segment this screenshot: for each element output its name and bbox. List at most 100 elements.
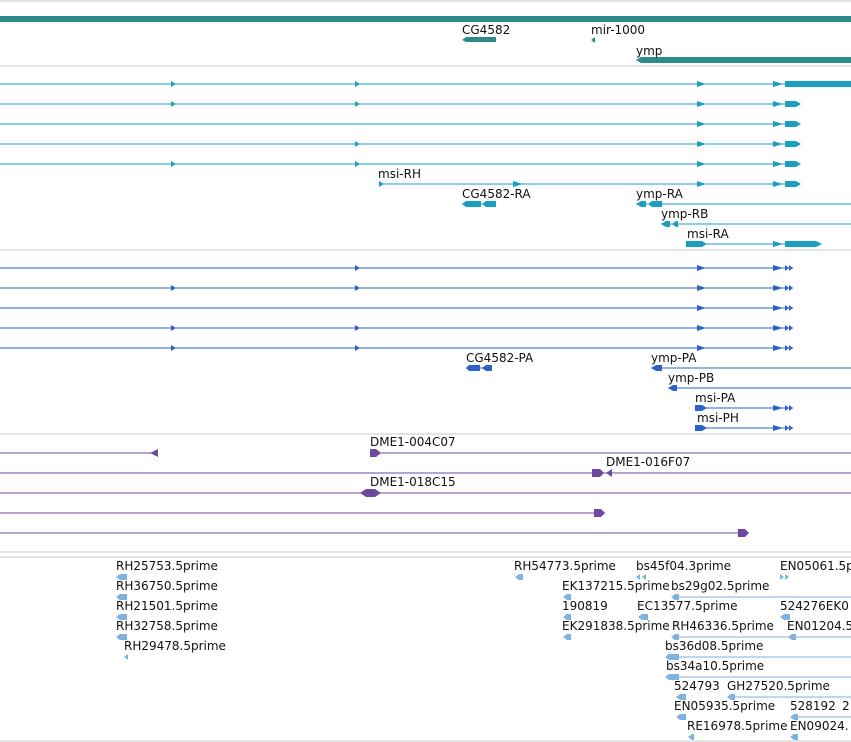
label-ek137215: EK137215.5prime: [562, 579, 670, 593]
est-bs45f04[interactable]: [636, 574, 646, 580]
protein-msi-ph[interactable]: [695, 425, 793, 431]
est-rh29478[interactable]: [124, 654, 128, 660]
clone-track: [0, 449, 851, 558]
gene-msi-bar[interactable]: [0, 16, 851, 22]
protein-track: [0, 265, 851, 435]
label-528192: 528192: [790, 699, 836, 713]
est-gh27520[interactable]: [727, 694, 851, 700]
est-en05061[interactable]: [780, 574, 789, 580]
est-524276[interactable]: [780, 614, 790, 620]
label-msi-pa: msi-PA: [695, 391, 736, 405]
gene-track: [0, 0, 851, 67]
label-msi-ph: msi-PH: [697, 411, 739, 425]
transcript-msi-rh[interactable]: [379, 181, 801, 187]
clone-dme1-004c07[interactable]: [370, 449, 851, 457]
protein-row[interactable]: [0, 305, 793, 311]
transcript-track: [0, 81, 851, 251]
label-en05061: EN05061.5p: [780, 559, 851, 573]
transcript-ymp-ra[interactable]: [636, 201, 851, 207]
label-bs36d08: bs36d08.5prime: [665, 639, 764, 653]
transcript-row[interactable]: [0, 81, 851, 87]
protein-row[interactable]: [0, 265, 793, 271]
label-en09024: EN09024.: [790, 719, 849, 733]
label-cg4582-ra: CG4582-RA: [462, 187, 531, 201]
label-ek291838: EK291838.5prime: [562, 619, 670, 633]
est-rh46336[interactable]: [671, 634, 851, 640]
clone-row[interactable]: [0, 449, 158, 457]
est-ec13577[interactable]: [638, 614, 648, 620]
est-en05935[interactable]: [676, 714, 686, 720]
label-dme1-004c07: DME1-004C07: [370, 435, 456, 449]
gene-cg4582[interactable]: [462, 37, 496, 42]
label-rh46336: RH46336.5prime: [672, 619, 774, 633]
label-524793: 524793: [674, 679, 720, 693]
label-en01204: EN01204.5: [787, 619, 851, 633]
clone-dme1-016f07[interactable]: [0, 469, 851, 477]
transcript-row[interactable]: [0, 121, 801, 127]
protein-cg4582-pa[interactable]: [466, 365, 492, 371]
est-rh25753[interactable]: [116, 574, 127, 580]
transcript-row[interactable]: [0, 141, 801, 147]
transcript-cg4582-ra[interactable]: [462, 201, 496, 207]
gene-ymp[interactable]: [636, 57, 851, 63]
est-rh32758[interactable]: [116, 634, 127, 640]
label-rh54773: RH54773.5prime: [514, 559, 616, 573]
label-rh29478: RH29478.5prime: [124, 639, 226, 653]
label-ymp-rb: ymp-RB: [661, 207, 709, 221]
est-bs36d08[interactable]: [665, 654, 851, 660]
label-rh21501: RH21501.5prime: [116, 599, 218, 613]
label-rh32758: RH32758.5prime: [116, 619, 218, 633]
est-rh21501[interactable]: [116, 614, 127, 620]
label-bs45f04: bs45f04.3prime: [636, 559, 732, 573]
est-524793[interactable]: [676, 694, 686, 700]
label-ymp-pa: ymp-PA: [651, 351, 697, 365]
gene-mir1000[interactable]: [591, 37, 595, 43]
protein-row[interactable]: [0, 325, 793, 331]
label-dme1-018c15: DME1-018C15: [370, 475, 456, 489]
est-en09024[interactable]: [790, 734, 798, 740]
transcript-row[interactable]: [0, 101, 801, 107]
label-dme1-016f07: DME1-016F07: [606, 455, 691, 469]
transcript-msi-ra[interactable]: [686, 241, 822, 247]
label-bs34a10: bs34a10.5prime: [666, 659, 765, 673]
protein-row[interactable]: [0, 345, 793, 351]
label-ymp: ymp: [636, 44, 663, 58]
label-rh36750: RH36750.5prime: [116, 579, 218, 593]
label-rh25753: RH25753.5prime: [116, 559, 218, 573]
label-bs29g02: bs29g02.5prime: [671, 579, 770, 593]
est-track: [0, 574, 851, 742]
label-msi-rh: msi-RH: [378, 167, 421, 181]
label-ec13577: EC13577.5prime: [637, 599, 738, 613]
transcript-row[interactable]: [0, 161, 801, 167]
label-2: 2: [842, 699, 850, 713]
transcript-ymp-rb[interactable]: [661, 221, 851, 227]
est-re16978[interactable]: [688, 734, 694, 740]
est-bs34a10[interactable]: [665, 674, 851, 680]
clone-row[interactable]: [0, 529, 749, 537]
label-524276: 524276EK0: [780, 599, 849, 613]
label-cg4582: CG4582: [462, 23, 511, 37]
est-190819[interactable]: [563, 614, 571, 620]
est-ek137215[interactable]: [563, 594, 571, 600]
protein-row[interactable]: [0, 285, 793, 291]
est-bs29g02[interactable]: [671, 594, 851, 600]
est-en01204[interactable]: [788, 634, 796, 640]
protein-msi-pa[interactable]: [695, 405, 793, 411]
label-mir-1000: mir-1000: [591, 23, 646, 37]
protein-ymp-pb[interactable]: [668, 385, 851, 391]
est-rh36750[interactable]: [116, 594, 127, 600]
label-190819: 190819: [562, 599, 608, 613]
label-re16978: RE16978.5prime: [687, 719, 788, 733]
label-gh27520: GH27520.5prime: [727, 679, 830, 693]
label-cg4582-pa: CG4582-PA: [466, 351, 534, 365]
protein-ymp-pa[interactable]: [651, 365, 851, 371]
est-ek291838[interactable]: [563, 634, 571, 640]
label-ymp-pb: ymp-PB: [668, 371, 715, 385]
clone-dme1-018c15[interactable]: [0, 489, 851, 497]
est-rh54773[interactable]: [515, 574, 523, 580]
est-528192[interactable]: [790, 714, 851, 720]
label-msi-ra: msi-RA: [687, 227, 729, 241]
clone-row[interactable]: [0, 509, 605, 517]
label-ymp-ra: ymp-RA: [636, 187, 683, 201]
